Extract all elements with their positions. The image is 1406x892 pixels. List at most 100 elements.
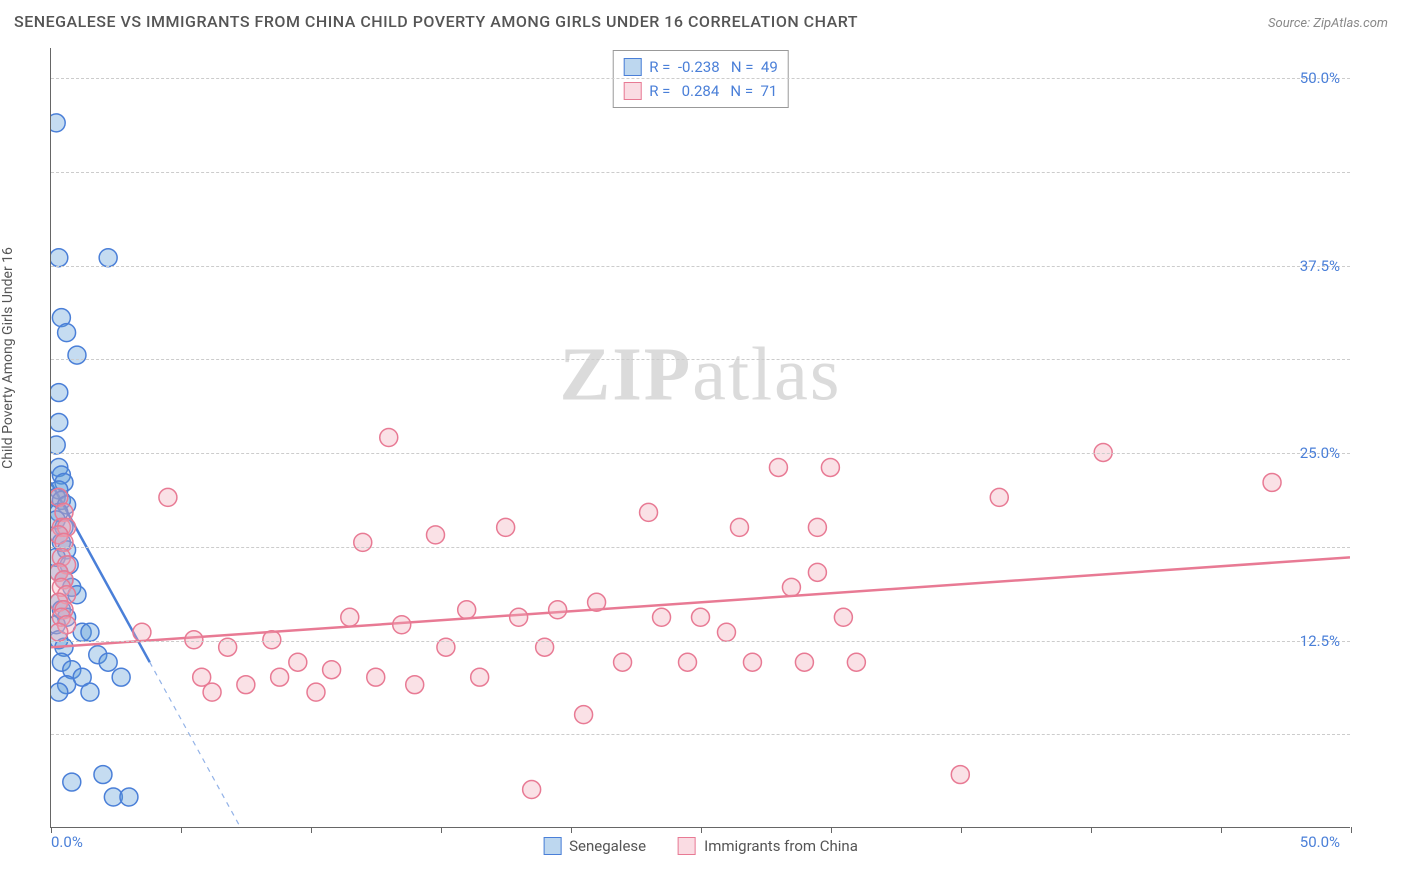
data-point <box>341 608 359 626</box>
plot-area: ZIPatlas R = -0.238 N = 49R = 0.284 N = … <box>50 48 1350 828</box>
data-point <box>52 309 70 327</box>
data-point <box>68 586 86 604</box>
legend-swatch <box>623 58 641 76</box>
data-point <box>99 249 117 267</box>
data-point <box>951 766 969 784</box>
y-axis-label: Child Poverty Among Girls Under 16 <box>0 247 16 469</box>
data-point <box>653 608 671 626</box>
data-point <box>51 526 68 544</box>
data-point <box>52 601 70 619</box>
x-tick <box>441 827 442 833</box>
gridline <box>51 734 1350 735</box>
data-point <box>458 601 476 619</box>
data-point <box>323 661 341 679</box>
data-point <box>51 683 68 701</box>
y-tick-label: 12.5% <box>1300 632 1340 650</box>
x-tick <box>1351 827 1352 833</box>
data-point <box>73 623 91 641</box>
data-point <box>63 773 81 791</box>
data-point <box>52 653 70 671</box>
data-point <box>120 788 138 806</box>
data-point <box>52 466 70 484</box>
data-point <box>52 578 70 596</box>
data-point <box>55 601 73 619</box>
data-point <box>55 473 73 491</box>
trend-line <box>51 557 1350 647</box>
data-point <box>354 533 372 551</box>
legend-label: Senegalese <box>569 837 646 855</box>
legend-swatch <box>543 837 561 855</box>
data-point <box>58 518 76 536</box>
data-point <box>193 668 211 686</box>
x-tick <box>701 827 702 833</box>
data-point <box>51 593 68 611</box>
trend-line-projection <box>150 662 240 827</box>
x-tick <box>1091 827 1092 833</box>
source-attribution: Source: ZipAtlas.com <box>1268 16 1388 31</box>
data-point <box>51 249 68 267</box>
data-point <box>51 616 65 634</box>
data-point <box>104 788 122 806</box>
data-point <box>51 548 65 566</box>
y-tick-label: 25.0% <box>1300 444 1340 462</box>
data-point <box>834 608 852 626</box>
data-point <box>393 616 411 634</box>
x-tick <box>571 827 572 833</box>
data-point <box>51 458 68 476</box>
data-point <box>523 781 541 799</box>
data-point <box>58 676 76 694</box>
data-point <box>1263 473 1281 491</box>
data-point <box>51 593 68 611</box>
gridline <box>51 172 1350 173</box>
data-point <box>51 488 68 506</box>
data-point <box>497 518 515 536</box>
data-point <box>730 518 748 536</box>
data-point <box>782 578 800 596</box>
legend-item: Immigrants from China <box>678 837 858 855</box>
data-point <box>51 114 65 132</box>
x-tick <box>831 827 832 833</box>
legend-label: Immigrants from China <box>704 837 858 855</box>
data-point <box>133 623 151 641</box>
data-point <box>51 623 68 641</box>
gridline <box>51 641 1350 642</box>
data-point <box>307 683 325 701</box>
data-point <box>717 623 735 641</box>
data-point <box>237 676 255 694</box>
data-point <box>679 653 697 671</box>
legend: Senegalese Immigrants from China <box>543 837 858 855</box>
data-point <box>55 571 73 589</box>
data-point <box>289 653 307 671</box>
data-point <box>51 563 68 581</box>
x-tick <box>181 827 182 833</box>
data-point <box>58 556 76 574</box>
data-point <box>63 661 81 679</box>
gridline <box>51 78 1350 79</box>
watermark-bold: ZIP <box>560 333 693 417</box>
data-point <box>99 653 117 671</box>
data-point <box>52 533 70 551</box>
data-point <box>159 488 177 506</box>
stats-text: R = 0.284 N = 71 <box>649 79 777 103</box>
data-point <box>821 458 839 476</box>
data-point <box>55 571 73 589</box>
data-point <box>692 608 710 626</box>
data-point <box>52 548 70 566</box>
data-point <box>94 766 112 784</box>
legend-item: Senegalese <box>543 837 646 855</box>
data-point <box>58 324 76 342</box>
gridline <box>51 266 1350 267</box>
data-point <box>51 503 68 521</box>
data-point <box>52 518 70 536</box>
data-point <box>588 593 606 611</box>
x-tick <box>961 827 962 833</box>
trend-line <box>51 482 150 662</box>
data-point <box>847 653 865 671</box>
data-point <box>68 346 86 364</box>
data-point <box>808 563 826 581</box>
legend-swatch <box>623 82 641 100</box>
data-point <box>743 653 761 671</box>
y-tick-label: 37.5% <box>1300 257 1340 275</box>
gridline <box>51 359 1350 360</box>
data-point <box>60 556 78 574</box>
